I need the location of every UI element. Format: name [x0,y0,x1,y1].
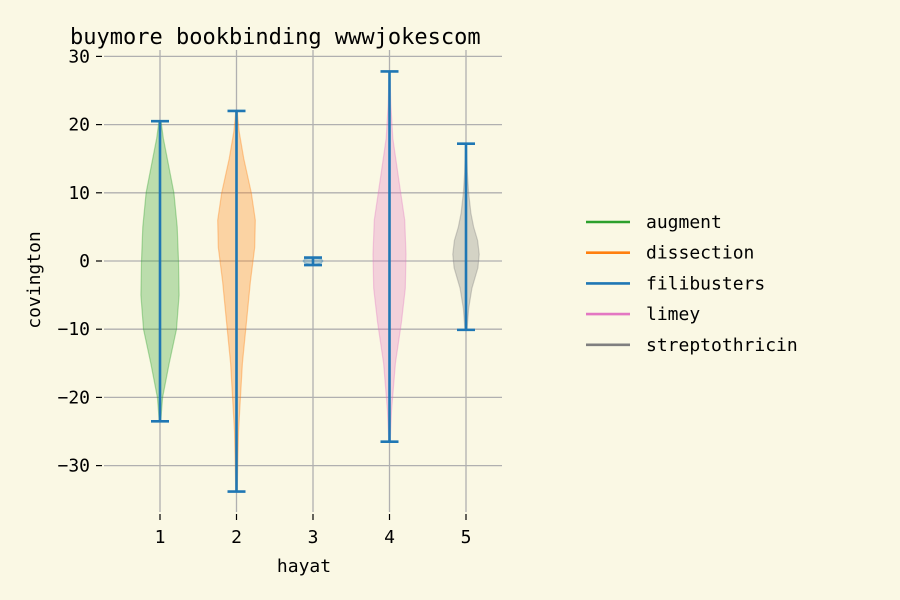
y-tick-label: −10 [57,319,90,340]
x-tick-label: 5 [461,527,472,548]
legend-label: dissection [646,243,754,264]
x-axis-ticks: 1 2 3 4 5 [155,514,472,548]
whiskers [151,70,475,493]
x-tick-label: 1 [155,527,166,548]
x-tick-label: 2 [231,527,242,548]
legend-label: limey [646,304,700,325]
legend: augment dissection filibusters limey strepto… [586,212,798,356]
x-tick-label: 4 [384,527,395,548]
y-tick-label: −20 [57,387,90,408]
legend-label: augment [646,212,722,233]
y-tick-label: 10 [68,183,90,204]
legend-label: filibusters [646,273,765,294]
y-tick-label: 20 [68,115,90,136]
legend-label: streptothricin [646,335,798,356]
violins [140,70,480,493]
x-axis-label: hayat [277,556,331,577]
y-axis-label: covington [24,231,45,329]
y-axis-ticks: −30 −20 −10 0 10 20 30 [57,46,102,477]
chart-title: buymore bookbinding wwwjokescom [70,25,481,50]
y-tick-label: 0 [79,251,90,272]
y-tick-label: −30 [57,456,90,477]
y-tick-label: 30 [68,46,90,67]
x-tick-label: 3 [308,527,319,548]
